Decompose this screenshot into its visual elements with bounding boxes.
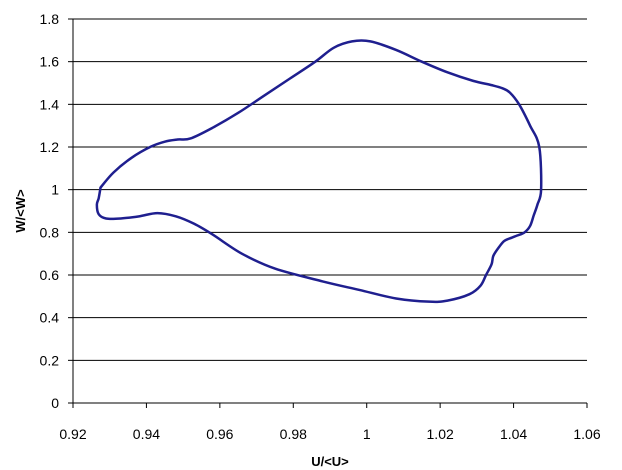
x-tick-label: 1.06 — [573, 426, 600, 442]
y-tick-labels: 0 0.2 0.4 0.6 0.8 1 1.2 1.4 1.6 1.8 — [40, 11, 73, 411]
data-point — [502, 88, 504, 90]
data-point — [175, 216, 177, 218]
data-point — [263, 95, 265, 97]
data-point — [131, 157, 133, 159]
data-point — [447, 72, 449, 74]
x-tick-label: 0.96 — [206, 426, 233, 442]
y-tick-label: 0 — [51, 395, 59, 411]
data-point — [472, 80, 474, 82]
data-point — [524, 232, 526, 234]
data-point — [480, 285, 482, 287]
data-point — [533, 214, 535, 216]
data-point — [190, 138, 192, 140]
data-point — [529, 125, 531, 127]
data-point — [538, 146, 540, 148]
data-point — [274, 268, 276, 270]
data-point — [511, 237, 513, 239]
data-point — [96, 204, 98, 206]
x-tick-label: 1.02 — [427, 426, 454, 442]
data-point — [212, 127, 214, 129]
data-point — [491, 264, 493, 266]
data-point — [540, 189, 542, 191]
data-point — [421, 61, 423, 63]
data-point — [120, 218, 122, 220]
data-point — [333, 47, 335, 49]
data-point — [177, 139, 179, 141]
data-point — [138, 216, 140, 218]
x-tick-label: 1 — [363, 426, 371, 442]
y-tick-label: 0.2 — [40, 352, 60, 368]
x-tick-label: 0.98 — [280, 426, 307, 442]
data-point — [370, 41, 372, 43]
data-point — [157, 212, 159, 214]
y-tick-label: 0.6 — [40, 267, 60, 283]
y-tick-label: 0.8 — [40, 224, 60, 240]
y-tick-label: 1.4 — [40, 96, 60, 112]
data-point — [359, 289, 361, 291]
data-point — [241, 253, 243, 255]
series-line — [95, 39, 543, 304]
data-point — [504, 240, 506, 242]
data-point — [447, 300, 449, 302]
x-tick-label: 0.94 — [133, 426, 160, 442]
data-point — [164, 141, 166, 143]
data-point — [351, 41, 353, 43]
data-point — [289, 78, 291, 80]
series-points — [96, 41, 542, 303]
y-tick-label: 1.8 — [40, 11, 60, 27]
data-point — [509, 92, 511, 94]
x-tick-labels: 0.92 0.94 0.96 0.98 1 1.02 1.04 1.06 — [59, 403, 601, 442]
data-point — [491, 84, 493, 86]
y-axis-title: W/<W> — [13, 189, 28, 233]
x-tick-label: 0.92 — [59, 426, 86, 442]
y-tick-label: 1.6 — [40, 54, 60, 70]
y-tick-label: 0.4 — [40, 310, 60, 326]
data-point — [100, 187, 102, 189]
data-point — [493, 255, 495, 257]
data-point — [529, 225, 531, 227]
data-point — [428, 301, 430, 303]
data-point — [315, 61, 317, 63]
data-point — [516, 235, 518, 237]
data-point — [98, 197, 100, 199]
data-point — [193, 223, 195, 225]
data-point — [518, 104, 520, 106]
y-tick-label: 1.2 — [40, 139, 60, 155]
grid — [73, 18, 587, 361]
x-tick-label: 1.04 — [500, 426, 527, 442]
data-point — [498, 246, 500, 248]
data-point — [149, 146, 151, 148]
data-point — [113, 172, 115, 174]
data-point — [395, 49, 397, 51]
x-axis-title: U/<U> — [311, 454, 349, 469]
data-point — [485, 274, 487, 276]
data-point — [322, 281, 324, 283]
data-point — [105, 218, 107, 220]
data-point — [395, 298, 397, 300]
data-point — [212, 234, 214, 236]
data-point — [469, 293, 471, 295]
y-tick-label: 1 — [51, 182, 59, 198]
data-point — [237, 112, 239, 114]
data-point — [537, 204, 539, 206]
data-point — [98, 213, 100, 215]
